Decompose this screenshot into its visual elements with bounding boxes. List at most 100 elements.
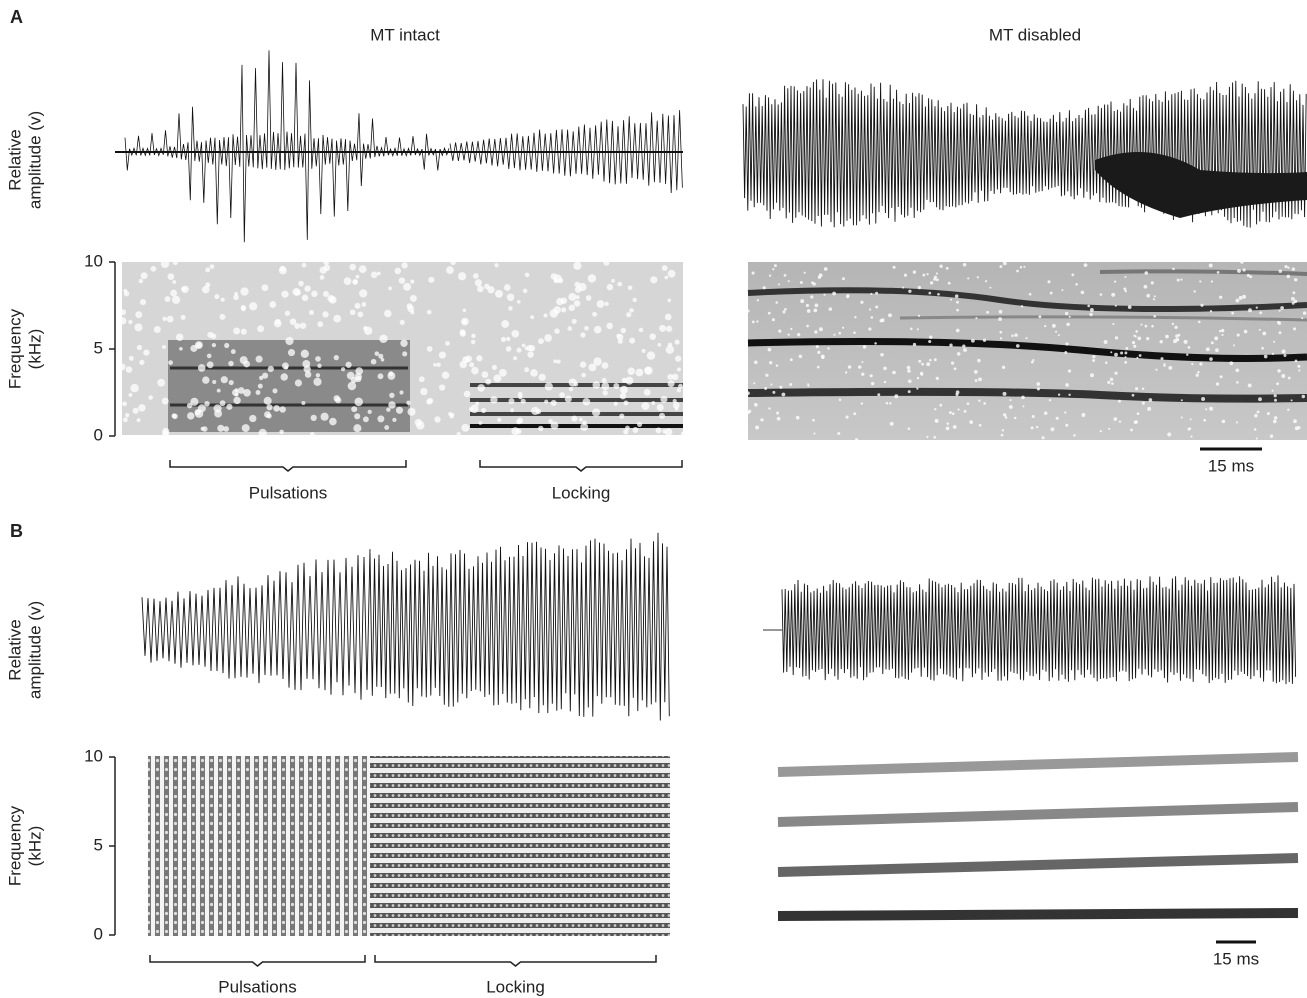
harmonic <box>778 757 1298 772</box>
noise <box>890 422 894 426</box>
noise <box>1029 293 1032 296</box>
noise <box>1235 368 1239 372</box>
noise <box>1002 429 1004 431</box>
noise <box>561 307 566 312</box>
noise <box>161 259 170 268</box>
noise <box>581 373 586 378</box>
noise <box>202 376 209 383</box>
noise <box>1014 333 1018 337</box>
noise <box>1217 271 1220 274</box>
noise <box>1151 281 1154 284</box>
noise <box>1147 407 1151 411</box>
y-tick-label: 0 <box>94 924 103 943</box>
noise <box>290 318 297 325</box>
axis-label: Relative <box>5 129 24 190</box>
noise <box>1236 421 1238 423</box>
noise <box>170 290 177 297</box>
harmonic <box>778 858 1298 872</box>
noise <box>450 260 456 266</box>
noise <box>399 390 403 394</box>
noise <box>626 312 631 317</box>
noise <box>861 402 863 404</box>
noise <box>1044 411 1047 414</box>
noise <box>1196 374 1199 377</box>
noise <box>983 402 986 405</box>
noise <box>1132 341 1135 344</box>
waveform <box>142 549 370 700</box>
noise <box>956 301 959 304</box>
noise <box>1111 293 1115 297</box>
noise <box>775 301 778 304</box>
noise <box>637 422 642 427</box>
noise <box>779 386 782 389</box>
noise <box>477 384 485 392</box>
noise <box>1188 346 1191 349</box>
noise <box>1149 398 1153 402</box>
noise <box>1016 270 1019 273</box>
noise <box>392 418 396 422</box>
noise <box>660 396 667 403</box>
noise <box>207 332 213 338</box>
noise <box>1292 302 1295 305</box>
scale-bar-label: 15 ms <box>1208 456 1254 475</box>
noise <box>813 432 815 434</box>
noise <box>410 310 414 314</box>
noise <box>354 413 360 419</box>
noise <box>936 377 939 380</box>
noise <box>951 361 954 364</box>
noise <box>556 298 563 305</box>
noise <box>877 393 880 396</box>
noise <box>173 260 178 265</box>
noise <box>176 333 183 340</box>
waveform <box>370 533 669 721</box>
noise <box>1069 316 1071 318</box>
noise <box>187 412 194 419</box>
noise <box>323 259 329 265</box>
noise <box>1239 296 1243 300</box>
noise <box>510 408 514 412</box>
noise <box>953 425 957 429</box>
noise <box>168 273 175 280</box>
noise <box>1042 436 1045 439</box>
noise <box>1216 382 1219 385</box>
noise <box>1242 295 1246 299</box>
noise <box>946 427 950 431</box>
noise <box>858 365 861 368</box>
noise <box>333 315 341 323</box>
noise <box>1136 357 1138 359</box>
noise <box>1248 383 1252 387</box>
noise <box>1293 327 1296 330</box>
axis-label: Frequency <box>5 308 24 389</box>
noise <box>839 399 842 402</box>
noise <box>1005 416 1008 419</box>
noise <box>471 334 476 339</box>
noise <box>551 400 557 406</box>
noise <box>359 265 367 273</box>
noise <box>883 367 886 370</box>
axis-label: (kHz) <box>25 826 44 867</box>
noise <box>597 300 605 308</box>
noise <box>231 349 236 354</box>
noise <box>949 344 952 347</box>
noise <box>1142 402 1145 405</box>
noise <box>1065 383 1069 387</box>
noise <box>672 374 679 381</box>
noise <box>1229 361 1233 365</box>
noise <box>949 411 952 414</box>
noise <box>384 310 392 318</box>
noise <box>1144 285 1148 289</box>
noise <box>1038 315 1041 318</box>
noise <box>516 348 521 353</box>
noise <box>1191 363 1193 365</box>
noise <box>956 309 959 312</box>
noise <box>311 291 318 298</box>
bracket <box>480 460 682 471</box>
noise <box>249 415 256 422</box>
noise <box>484 284 490 290</box>
spectrogram <box>370 756 670 936</box>
noise <box>249 302 257 310</box>
noise <box>1199 280 1201 282</box>
noise <box>854 316 856 318</box>
noise <box>179 347 183 351</box>
noise <box>971 339 975 343</box>
